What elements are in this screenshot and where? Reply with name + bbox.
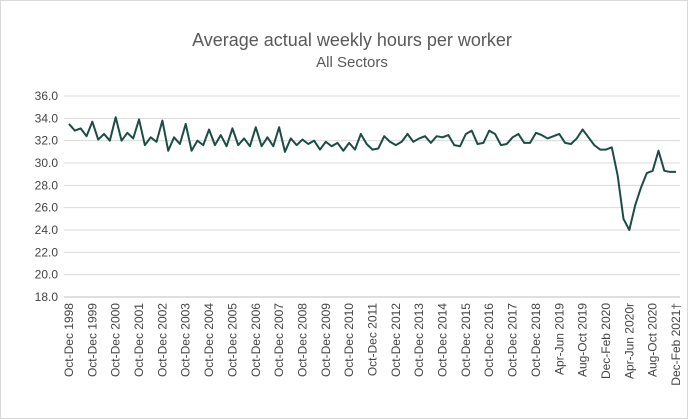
x-tick-label: Oct-Dec 2003 bbox=[179, 303, 193, 377]
x-tick-label: Oct-Dec 2018 bbox=[529, 303, 543, 377]
x-tick-label: Oct-Dec 2001 bbox=[132, 303, 146, 377]
y-tick-label: 32.0 bbox=[35, 134, 59, 148]
x-tick-label: Oct-Dec 1998 bbox=[62, 303, 76, 377]
x-tick-label: Oct-Dec 2007 bbox=[272, 303, 286, 377]
x-tick-label: Oct-Dec 2009 bbox=[319, 303, 333, 377]
chart-subtitle: All Sectors bbox=[316, 54, 388, 71]
x-tick-label: Oct-Dec 1999 bbox=[85, 303, 99, 377]
y-tick-label: 24.0 bbox=[35, 223, 59, 237]
y-tick-label: 36.0 bbox=[35, 89, 59, 103]
x-tick-label: Oct-Dec 2000 bbox=[109, 303, 123, 377]
x-tick-label: Oct-Dec 2012 bbox=[389, 303, 403, 377]
x-tick-label: Oct-Dec 2002 bbox=[155, 303, 169, 377]
y-tick-label: 28.0 bbox=[35, 178, 59, 192]
x-tick-label: Oct-Dec 2010 bbox=[342, 303, 356, 377]
x-tick-label: Aug-Oct 2019 bbox=[576, 303, 590, 377]
x-tick-label: Apr-Jun 2019 bbox=[552, 303, 566, 375]
x-tick-label: Dec-Feb 2020 bbox=[599, 303, 613, 379]
x-tick-label: Apr-Jun 2020r bbox=[622, 303, 636, 379]
y-tick-label: 26.0 bbox=[35, 201, 59, 215]
x-tick-label: Oct-Dec 2006 bbox=[249, 303, 263, 377]
x-tick-label: Oct-Dec 2017 bbox=[506, 303, 520, 377]
x-tick-label: Oct-Dec 2014 bbox=[436, 303, 450, 377]
y-tick-label: 22.0 bbox=[35, 245, 59, 259]
y-tick-label: 20.0 bbox=[35, 268, 59, 282]
chart-title: Average actual weekly hours per worker bbox=[192, 30, 512, 50]
y-tick-label: 18.0 bbox=[35, 290, 59, 304]
x-tick-label: Oct-Dec 2015 bbox=[459, 303, 473, 377]
data-line bbox=[68, 116, 676, 231]
x-tick-label: Dec-Feb 2021† bbox=[669, 303, 683, 386]
x-tick-label: Oct-Dec 2004 bbox=[202, 303, 216, 377]
x-tick-label: Oct-Dec 2005 bbox=[225, 303, 239, 377]
x-tick-label: Oct-Dec 2013 bbox=[412, 303, 426, 377]
x-tick-label: Oct-Dec 2016 bbox=[482, 303, 496, 377]
x-tick-label: Oct-Dec 2011 bbox=[366, 303, 380, 376]
x-tick-label: Aug-Oct 2020 bbox=[646, 303, 660, 377]
x-tick-label: Oct-Dec 2008 bbox=[295, 303, 309, 377]
y-tick-label: 30.0 bbox=[35, 156, 59, 170]
y-tick-label: 34.0 bbox=[35, 111, 59, 125]
